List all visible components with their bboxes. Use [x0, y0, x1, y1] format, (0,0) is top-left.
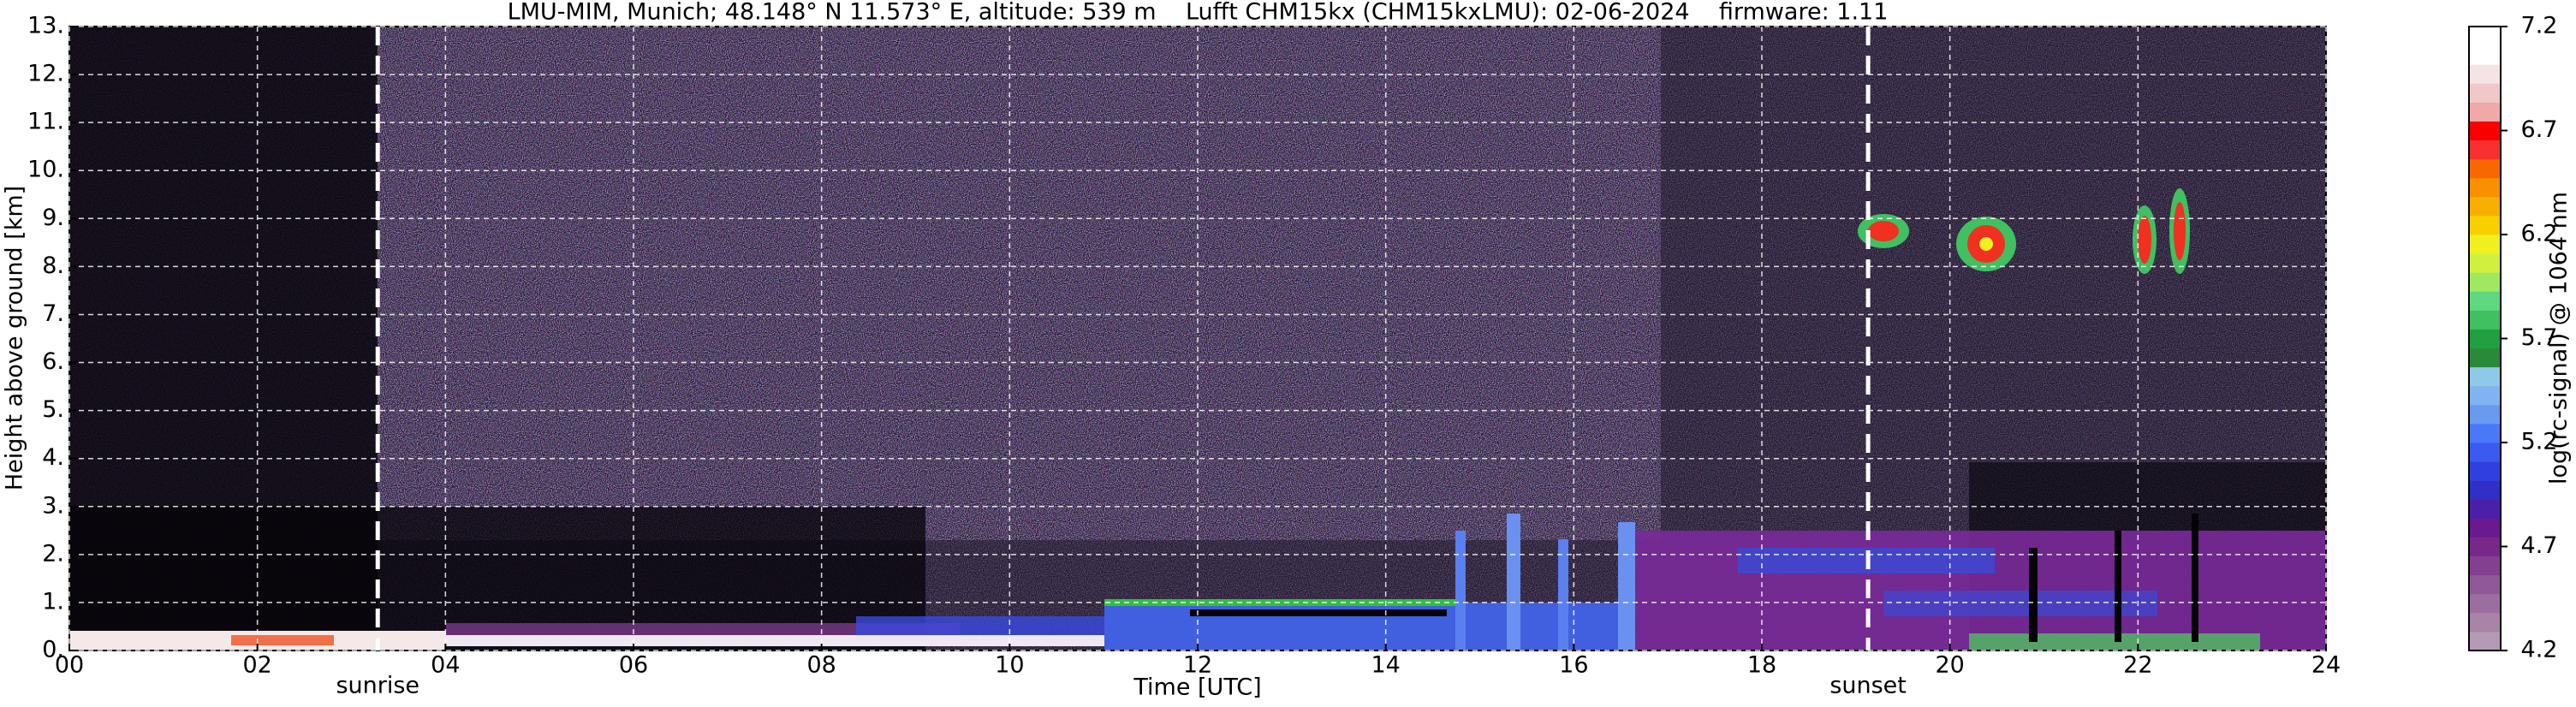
colorbar-segment: [2469, 196, 2501, 217]
chart-title: LMU-MIM, Munich; 48.148° N 11.573° E, al…: [508, 0, 1889, 26]
heatmap: [69, 27, 2326, 651]
y-tick-label: 4.: [42, 444, 64, 471]
y-tick-label: 13.: [27, 13, 64, 39]
cloud: [2138, 216, 2151, 264]
colorbar-segment: [2469, 310, 2501, 330]
annotation-label: sunset: [1829, 673, 1907, 699]
colorbar-segment: [2469, 480, 2501, 500]
colorbar-segment: [2469, 27, 2501, 46]
colorbar-tick-label: 6.7: [2521, 116, 2558, 143]
colorbar-tick-label: 5.7: [2521, 324, 2558, 351]
y-tick-label: 2.: [42, 540, 64, 567]
colorbar-segment: [2469, 102, 2501, 122]
colorbar-segment: [2469, 518, 2501, 538]
colorbar-segment: [2469, 556, 2501, 576]
plume: [1507, 514, 1520, 651]
x-tick-label: 08: [806, 652, 836, 679]
colorbar-segment: [2469, 423, 2501, 443]
colorbar-segment: [2469, 461, 2501, 481]
x-tick-label: 18: [1747, 652, 1776, 679]
rain-streak: [2029, 548, 2038, 642]
y-tick-label: 5.: [42, 396, 64, 423]
colorbar-tick-label: 4.2: [2521, 637, 2558, 663]
colorbar-segment: [2469, 45, 2501, 65]
colorbar-segment: [2469, 291, 2501, 311]
x-tick-label: 16: [1559, 652, 1588, 679]
y-tick-label: 0.: [42, 637, 64, 663]
colorbar-segment: [2469, 177, 2501, 198]
y-tick-label: 12.: [27, 61, 64, 87]
x-tick-label: 12: [1183, 652, 1212, 679]
x-tick-label: 10: [995, 652, 1024, 679]
colorbar-segment: [2469, 121, 2501, 141]
colorbar-segment: [2469, 140, 2501, 160]
y-tick-label: 10.: [27, 157, 64, 183]
y-axis-label: Height above ground [km]: [2, 186, 28, 490]
cloud: [2174, 202, 2186, 260]
colorbar-label: log(rc-signal) @ 1064 nm: [2546, 192, 2573, 484]
x-tick-label: 24: [2311, 652, 2341, 679]
cloud: [1868, 221, 1899, 241]
y-tick-label: 11.: [27, 109, 64, 135]
aerosol-layer: [446, 635, 1131, 646]
surface-layer: [231, 635, 334, 645]
colorbar-segment: [2469, 253, 2501, 273]
x-tick-label: 02: [242, 652, 271, 679]
cloud: [1979, 237, 1993, 251]
x-axis-label: Time [UTC]: [1133, 674, 1261, 701]
aerosol-layer: [446, 623, 960, 635]
colorbar-segment: [2469, 593, 2501, 614]
y-tick-label: 1.: [42, 588, 64, 615]
colorbar-tick-label: 6.2: [2521, 221, 2558, 247]
x-tick-label: 20: [1935, 652, 1964, 679]
x-tick-label: 14: [1371, 652, 1400, 679]
colorbar-segment: [2469, 612, 2501, 633]
colorbar-segment: [2469, 404, 2501, 425]
colorbar-segment: [2469, 574, 2501, 595]
colorbar-segment: [2469, 83, 2501, 103]
colorbar-tick-label: 7.2: [2521, 13, 2558, 39]
y-tick-label: 6.: [42, 348, 64, 375]
residual-layer: [1883, 591, 2157, 616]
colorbar-segment: [2469, 385, 2501, 406]
colorbar-tick-label: 4.7: [2521, 532, 2558, 559]
colorbar-segment: [2469, 329, 2501, 349]
aerosol-layer: [856, 616, 1130, 635]
colorbar-tick-label: 5.2: [2521, 429, 2558, 455]
colorbar-segment: [2469, 631, 2501, 651]
colorbar-segment: [2469, 366, 2501, 387]
y-tick-label: 8.: [42, 253, 64, 279]
colorbar-segment: [2469, 499, 2501, 519]
x-tick-label: 00: [55, 652, 84, 679]
y-tick-label: 7.: [42, 300, 64, 327]
colorbar-segment: [2469, 348, 2501, 368]
x-tick-label: 04: [431, 652, 460, 679]
colorbar-segment: [2469, 272, 2501, 292]
colorbar-segment: [2469, 158, 2501, 179]
colorbar-segment: [2469, 64, 2501, 84]
y-tick-label: 9.: [42, 205, 64, 231]
x-tick-label: 22: [2123, 652, 2152, 679]
boundary-layer-top: [1190, 609, 1447, 616]
plume: [1558, 539, 1568, 651]
annotation-label: sunrise: [336, 673, 419, 699]
colorbar-segment: [2469, 235, 2501, 254]
plume: [1455, 531, 1466, 651]
colorbar-segment: [2469, 537, 2501, 557]
y-tick-label: 3.: [42, 492, 64, 519]
plume: [1618, 522, 1635, 651]
rain-streak: [2192, 514, 2198, 642]
x-tick-label: 06: [619, 652, 648, 679]
colorbar-segment: [2469, 215, 2501, 235]
rain-streak: [2115, 531, 2121, 642]
colorbar-segment: [2469, 443, 2501, 462]
